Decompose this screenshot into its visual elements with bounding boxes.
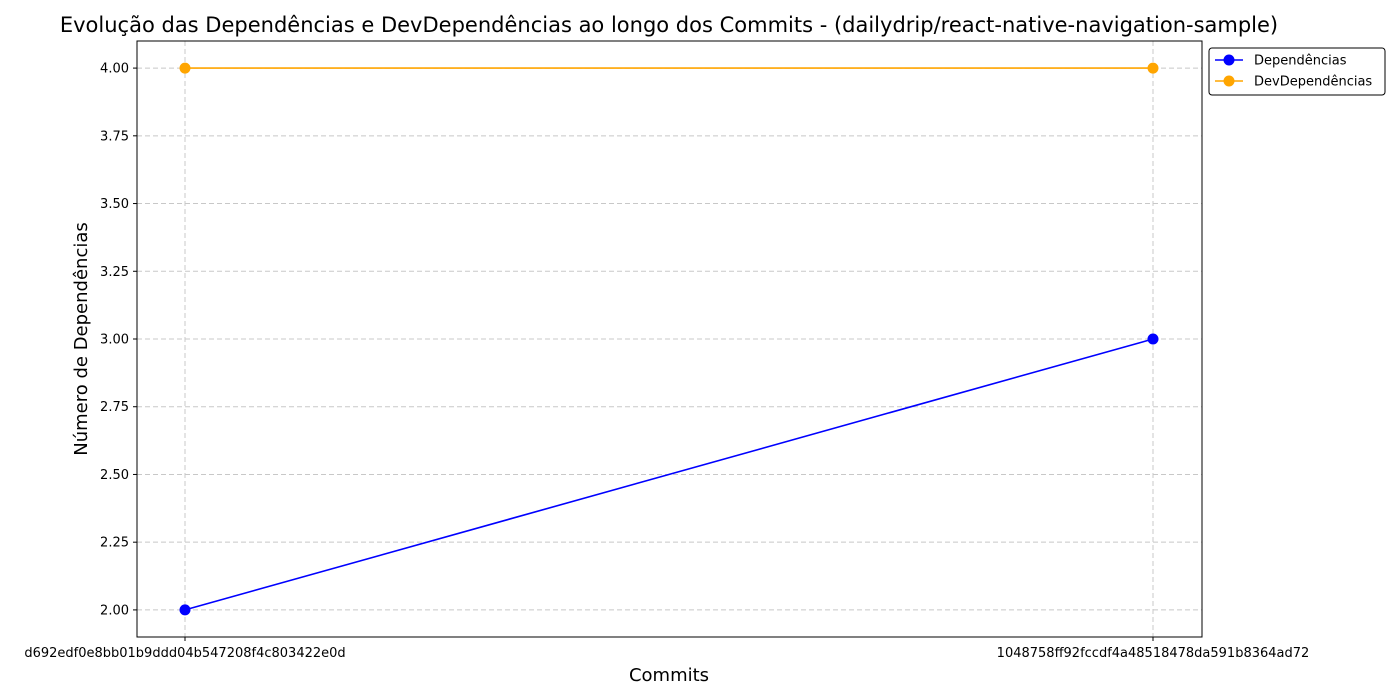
grid — [137, 41, 1202, 637]
y-axis-ticks: 2.00 2.25 2.50 2.75 3.00 3.25 3.50 3.75 4.00 — [100, 62, 137, 618]
data-point — [1147, 62, 1159, 74]
y-tick-label: 2.50 — [100, 468, 129, 483]
y-tick-label: 3.50 — [100, 197, 129, 212]
y-tick-label: 3.00 — [100, 333, 129, 348]
series-layer — [179, 62, 1159, 616]
y-tick-label: 2.75 — [100, 400, 129, 415]
data-point — [179, 604, 191, 616]
x-tick-label: d692edf0e8bb01b9ddd04b547208f4c803422e0d — [24, 646, 345, 661]
legend-marker — [1223, 75, 1235, 87]
data-point — [1147, 333, 1159, 345]
data-point — [179, 62, 191, 74]
legend-label: DevDependências — [1254, 75, 1372, 90]
y-tick-label: 4.00 — [100, 62, 129, 77]
legend-label: Dependências — [1254, 54, 1347, 69]
y-tick-label: 2.00 — [100, 603, 129, 618]
y-tick-label: 3.25 — [100, 265, 129, 280]
chart-title: Evolução das Dependências e DevDependênc… — [60, 13, 1278, 37]
y-axis-label: Número de Dependências — [71, 222, 92, 456]
x-tick-label: 1048758ff92fccdf4a48518478da591b8364ad72 — [997, 646, 1310, 661]
y-tick-label: 3.75 — [100, 129, 129, 144]
y-tick-label: 2.25 — [100, 536, 129, 551]
legend-box — [1208, 47, 1386, 96]
series-line-dependencias — [184, 338, 1154, 611]
x-axis-ticks: d692edf0e8bb01b9ddd04b547208f4c803422e0d… — [24, 637, 1309, 661]
x-axis-label: Commits — [629, 665, 709, 686]
legend: Dependências DevDependências — [1208, 47, 1386, 96]
legend-marker — [1223, 54, 1235, 66]
